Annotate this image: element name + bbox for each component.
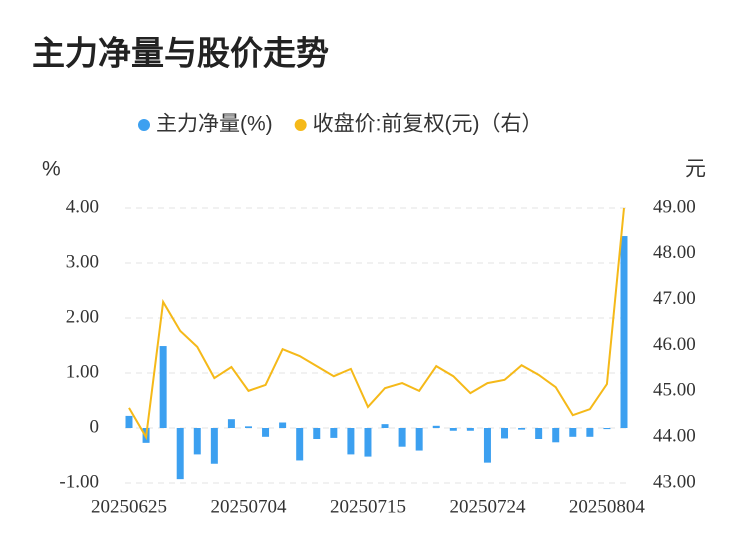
y2-axis-unit: 元 (685, 158, 706, 181)
bar (176, 428, 184, 480)
bar (364, 428, 372, 457)
x-tick-label: 20250625 (91, 496, 167, 517)
y2-tick-label: 43.00 (653, 471, 696, 492)
bar (552, 428, 560, 443)
y-tick-label: 4.00 (66, 196, 99, 217)
bar (518, 428, 526, 430)
chart-title: 主力净量与股价走势 (32, 35, 329, 72)
bar (415, 428, 423, 451)
bar (483, 428, 491, 463)
bar (193, 428, 201, 455)
x-tick-label: 20250715 (330, 496, 406, 517)
price-line (128, 207, 625, 441)
bar (347, 428, 355, 455)
bar (210, 428, 218, 464)
bar (449, 428, 457, 431)
y-tick-label: 3.00 (66, 251, 99, 272)
y-tick-label: 0 (90, 416, 100, 437)
bar (466, 428, 474, 431)
y-tick-label: -1.00 (59, 471, 99, 492)
bar (535, 428, 543, 439)
y-tick-label: 1.00 (66, 361, 99, 382)
bar (313, 428, 321, 439)
bar (159, 346, 167, 428)
bar (125, 415, 133, 428)
x-tick-label: 20250804 (569, 496, 646, 517)
bar (432, 425, 440, 428)
y2-tick-label: 49.00 (653, 196, 696, 217)
y2-tick-label: 45.00 (653, 380, 696, 401)
bar (569, 428, 577, 437)
legend-label: 收盘价:前复权(元)（右） (313, 113, 543, 136)
y2-tick-label: 47.00 (653, 288, 696, 309)
y-tick-label: 2.00 (66, 306, 99, 327)
bar (381, 424, 389, 428)
bar (398, 428, 406, 447)
bar (603, 428, 611, 430)
y2-tick-label: 44.00 (653, 426, 696, 447)
x-tick-label: 20250724 (449, 496, 526, 517)
x-tick-label: 20250704 (210, 496, 287, 517)
bar (279, 422, 287, 428)
bar (244, 426, 252, 428)
y-axis-unit: % (42, 158, 61, 181)
bar (501, 428, 509, 439)
bar (227, 419, 235, 428)
bar (296, 428, 304, 461)
bar (620, 236, 628, 428)
y2-tick-label: 46.00 (653, 334, 696, 355)
legend-swatch (138, 119, 150, 131)
legend-swatch (294, 119, 307, 131)
legend-label: 主力净量(%) (156, 113, 273, 136)
bar (330, 428, 338, 438)
y2-tick-label: 48.00 (653, 242, 696, 263)
bar (586, 428, 594, 437)
bar (262, 428, 270, 437)
